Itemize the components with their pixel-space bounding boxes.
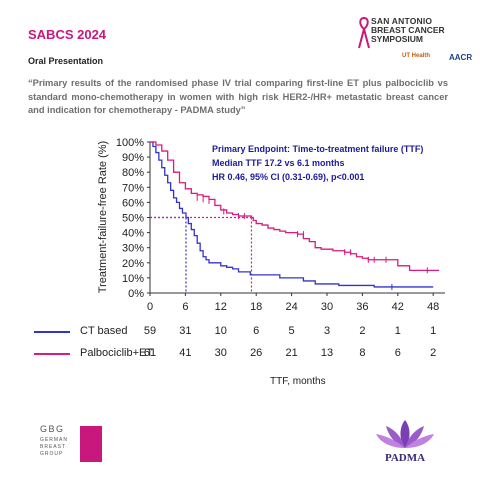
x-tick-label: 42	[392, 301, 404, 313]
km-curve-0	[150, 141, 434, 288]
annotation-line1: Primary Endpoint: Time-to-treatment fail…	[212, 144, 423, 154]
at-risk-count: 1	[394, 325, 401, 337]
y-tick-label: 10%	[122, 273, 144, 285]
x-tick-label: 24	[285, 301, 297, 313]
legend-palbo-label: Palbociclib+ET	[80, 347, 154, 359]
at-risk-count: 2	[359, 325, 366, 337]
y-tick-label: 50%	[122, 213, 144, 225]
y-tick-label: 90%	[122, 152, 144, 164]
conference-title: SABCS 2024	[28, 27, 107, 42]
x-tick-label: 0	[147, 301, 153, 313]
y-tick-label: 80%	[122, 167, 144, 179]
annotation-line3: HR 0.46, 95% CI (0.31-0.69), p<0.001	[212, 172, 364, 182]
y-tick-label: 70%	[122, 182, 144, 194]
legend-ct-label: CT based	[80, 325, 128, 337]
y-tick-label: 100%	[116, 137, 144, 149]
gbg-logo-line2: GERMAN	[40, 437, 68, 443]
legend-ct-line	[34, 331, 70, 333]
x-tick-label: 48	[427, 301, 439, 313]
gbg-logo-text: GBG	[40, 424, 65, 434]
at-risk-count: 6	[253, 325, 260, 337]
at-risk-count: 30	[214, 347, 227, 359]
session-label: Oral Presentation	[28, 56, 104, 66]
at-risk-count: 13	[320, 347, 334, 359]
y-axis-label: Treatment-failure-free Rate (%)	[97, 141, 109, 293]
km-curve-1	[150, 141, 440, 271]
at-risk-count: 41	[179, 347, 192, 359]
study-quote: “Primary results of the randomised phase…	[28, 78, 448, 116]
at-risk-count: 31	[179, 325, 192, 337]
gbg-logo: GBG GERMAN BREAST GROUP	[40, 424, 102, 466]
sabcs-line1: SAN ANTONIO	[371, 16, 433, 26]
at-risk-count: 2	[430, 347, 437, 359]
x-tick-label: 6	[182, 301, 188, 313]
y-tick-label: 20%	[122, 258, 144, 270]
at-risk-count: 3	[323, 325, 331, 337]
at-risk-count: 61	[143, 347, 157, 359]
gbg-logo-block	[80, 426, 102, 462]
at-risk-count: 8	[359, 347, 366, 359]
y-tick-label: 40%	[122, 228, 144, 240]
y-tick-label: 60%	[122, 197, 144, 209]
ribbon-icon	[358, 16, 370, 49]
at-risk-count: 5	[288, 325, 295, 337]
at-risk-count: 59	[143, 325, 157, 337]
ut-health-logo: UT Health	[402, 53, 431, 59]
annotation-line2: Median TTF 17.2 vs 6.1 months	[212, 158, 345, 168]
at-risk-count: 6	[394, 347, 401, 359]
sabcs-logo: SAN ANTONIO BREAST CANCER SYMPOSIUM	[357, 16, 467, 70]
y-tick-label: 0%	[128, 288, 144, 300]
sabcs-line3: SYMPOSIUM	[371, 34, 423, 44]
sabcs-line2: BREAST CANCER	[371, 25, 445, 35]
y-tick-label: 30%	[122, 243, 144, 255]
x-tick-label: 12	[215, 301, 227, 313]
lotus-icon	[376, 420, 434, 448]
km-chart: 0% 10% 20% 30% 40% 50% 60% 70% 80% 90% 100% 0 6 12 18 2…	[97, 137, 445, 313]
gbg-logo-line4: GROUP	[40, 451, 64, 457]
legend-palbo-line	[34, 353, 70, 355]
at-risk-count: 1	[430, 325, 437, 337]
at-risk-count: 26	[250, 347, 263, 359]
x-tick-label: 30	[321, 301, 333, 313]
padma-logo: PADMA	[372, 418, 438, 468]
x-axis-label: TTF, months	[270, 376, 326, 387]
padma-logo-text: PADMA	[384, 452, 426, 464]
gbg-logo-line3: BREAST	[40, 444, 67, 450]
at-risk-count: 21	[285, 347, 298, 359]
aacr-logo: AACR	[449, 53, 473, 62]
at-risk-count: 10	[214, 325, 227, 337]
x-tick-label: 36	[356, 301, 368, 313]
x-tick-label: 18	[250, 301, 262, 313]
